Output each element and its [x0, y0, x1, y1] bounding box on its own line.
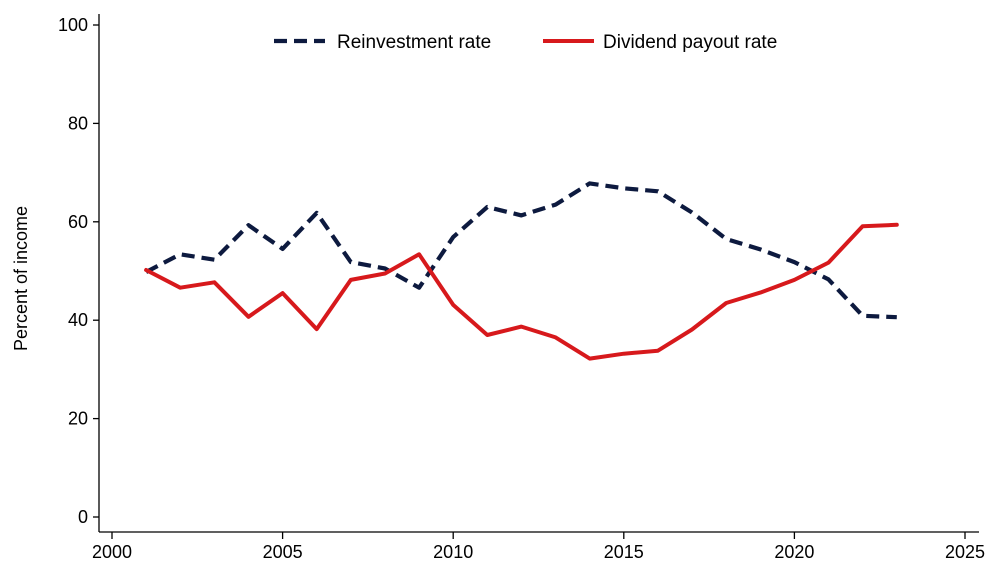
y-tick-label: 60 — [68, 212, 88, 232]
legend-label-0: Reinvestment rate — [337, 32, 491, 53]
legend: Reinvestment rate Dividend payout rate — [274, 32, 777, 53]
x-tick-label: 2010 — [433, 542, 473, 562]
y-tick-label: 40 — [68, 310, 88, 330]
series-line-0 — [145, 181, 897, 320]
x-tick-label: 2015 — [604, 542, 644, 562]
x-axis-ticks: 2000 2005 2010 2015 2020 2025 — [92, 532, 985, 562]
series-lines — [144, 181, 899, 361]
legend-label-1: Dividend payout rate — [603, 32, 777, 53]
series-line-1 — [144, 222, 899, 361]
y-tick-label: 80 — [68, 113, 88, 133]
axes — [98, 14, 979, 533]
x-tick-label: 2000 — [92, 542, 132, 562]
y-axis-ticks: 0 20 40 60 80 100 — [58, 15, 99, 527]
y-tick-label: 100 — [58, 15, 88, 35]
y-axis-title: Percent of income — [11, 206, 31, 351]
x-tick-label: 2025 — [945, 542, 985, 562]
x-tick-label: 2005 — [263, 542, 303, 562]
x-tick-label: 2020 — [774, 542, 814, 562]
y-tick-label: 0 — [78, 507, 88, 527]
y-tick-label: 20 — [68, 409, 88, 429]
